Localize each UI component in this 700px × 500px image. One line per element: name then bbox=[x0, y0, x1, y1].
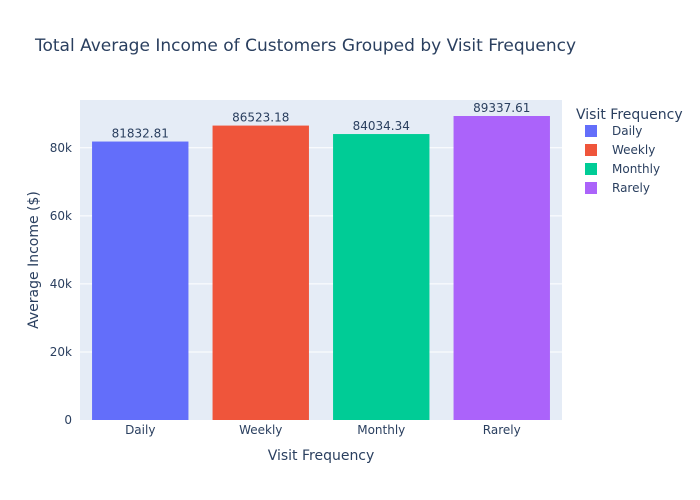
data-labels: 81832.81 86523.18 84034.34 89337.61 bbox=[112, 101, 531, 141]
legend-swatch bbox=[585, 163, 597, 175]
x-axis-ticks: Daily Weekly Monthly Rarely bbox=[125, 423, 521, 437]
y-tick-label: 40k bbox=[50, 277, 72, 291]
x-tick-label: Rarely bbox=[483, 423, 521, 437]
x-tick-label: Monthly bbox=[357, 423, 405, 437]
y-axis-title: Average Income ($) bbox=[26, 191, 42, 329]
y-tick-label: 60k bbox=[50, 209, 72, 223]
legend-item-rarely[interactable]: Rarely bbox=[585, 181, 650, 195]
data-label-rarely: 89337.61 bbox=[473, 101, 530, 115]
x-tick-label: Weekly bbox=[239, 423, 282, 437]
y-tick-label: 20k bbox=[50, 345, 72, 359]
legend-item-daily[interactable]: Daily bbox=[585, 124, 642, 138]
legend-item-weekly[interactable]: Weekly bbox=[585, 143, 655, 157]
y-axis-ticks: 0 20k 40k 60k 80k bbox=[50, 141, 72, 427]
legend-swatch bbox=[585, 182, 597, 194]
data-label-weekly: 86523.18 bbox=[232, 111, 289, 125]
legend-label: Rarely bbox=[612, 181, 650, 195]
bar-daily bbox=[92, 141, 189, 421]
x-axis-title: Visit Frequency bbox=[268, 448, 375, 464]
data-label-daily: 81832.81 bbox=[112, 127, 169, 141]
legend-swatch bbox=[585, 125, 597, 137]
bar-monthly bbox=[333, 134, 430, 420]
legend-swatch bbox=[585, 144, 597, 156]
legend-label: Monthly bbox=[612, 162, 660, 176]
bar-rarely bbox=[453, 116, 550, 420]
legend-title: Visit Frequency bbox=[576, 107, 683, 123]
bar-weekly bbox=[212, 125, 309, 420]
y-tick-label: 80k bbox=[50, 141, 72, 155]
data-label-monthly: 84034.34 bbox=[353, 119, 410, 133]
chart-title: Total Average Income of Customers Groupe… bbox=[34, 36, 576, 56]
legend: Visit Frequency Daily Weekly Monthly Rarely bbox=[576, 107, 683, 195]
legend-label: Weekly bbox=[612, 143, 655, 157]
legend-item-monthly[interactable]: Monthly bbox=[585, 162, 660, 176]
x-tick-label: Daily bbox=[125, 423, 155, 437]
legend-label: Daily bbox=[612, 124, 642, 138]
bars bbox=[92, 116, 550, 421]
y-tick-label: 0 bbox=[64, 413, 72, 427]
